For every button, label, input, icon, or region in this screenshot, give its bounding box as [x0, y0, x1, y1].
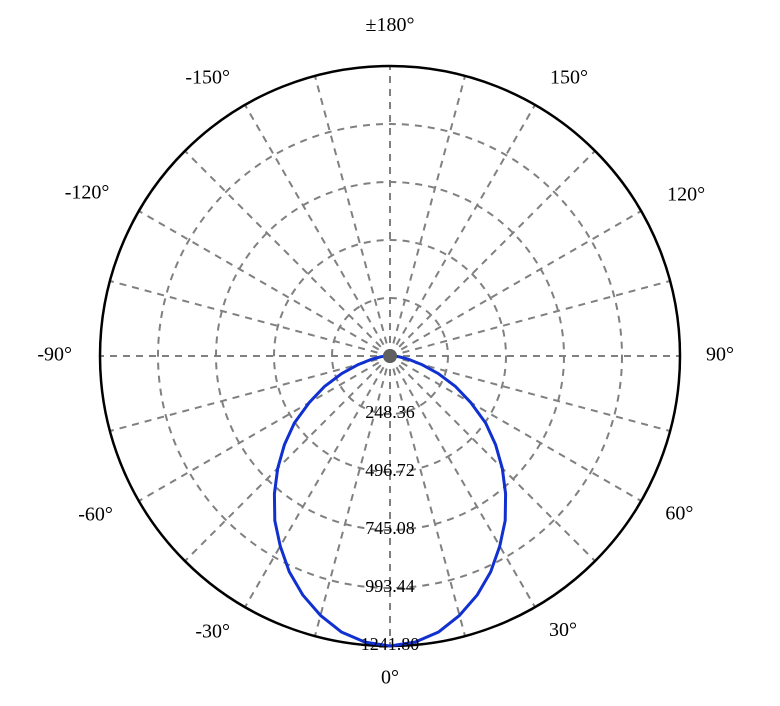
grid-spoke	[390, 105, 535, 356]
angle-label: 150°	[550, 66, 588, 88]
grid-spoke	[245, 105, 390, 356]
polar-chart: 248.36 496.72 745.08 993.44 1241.80 ±180° 150°…	[0, 0, 780, 706]
grid-spoke	[390, 356, 641, 501]
grid-spoke	[315, 76, 390, 356]
center-dot	[383, 349, 397, 363]
angle-label: 90°	[706, 344, 734, 366]
center-dot-shape	[383, 349, 397, 363]
radial-label: 745.08	[365, 518, 415, 538]
angle-label: ±180°	[366, 14, 415, 36]
angle-label: -60°	[78, 504, 113, 526]
grid-spoke	[139, 356, 390, 501]
grid-spoke	[390, 356, 595, 561]
angle-label: -90°	[37, 344, 72, 366]
radial-label: 1241.80	[361, 634, 420, 654]
grid-spoke	[110, 356, 390, 431]
grid-spoke	[185, 356, 390, 561]
grid-spoke	[139, 211, 390, 356]
angle-label: -120°	[65, 182, 110, 204]
grid-spoke	[110, 281, 390, 356]
angle-label: -30°	[195, 621, 230, 643]
radial-label: 496.72	[365, 460, 415, 480]
grid-spoke	[390, 281, 670, 356]
angle-label: -150°	[185, 66, 230, 88]
radial-label: 248.36	[365, 402, 415, 422]
angle-label: 0°	[381, 667, 399, 689]
radial-label: 993.44	[365, 576, 415, 596]
grid-spoke	[390, 356, 670, 431]
grid-spoke	[390, 211, 641, 356]
grid-spoke	[390, 76, 465, 356]
polar-svg: 248.36 496.72 745.08 993.44 1241.80 ±180° 150°…	[0, 0, 780, 706]
grid-spoke	[390, 151, 595, 356]
angle-label: 30°	[549, 619, 577, 641]
angle-label: 120°	[667, 184, 705, 206]
grid-spoke	[185, 151, 390, 356]
angle-label: 60°	[665, 503, 693, 525]
